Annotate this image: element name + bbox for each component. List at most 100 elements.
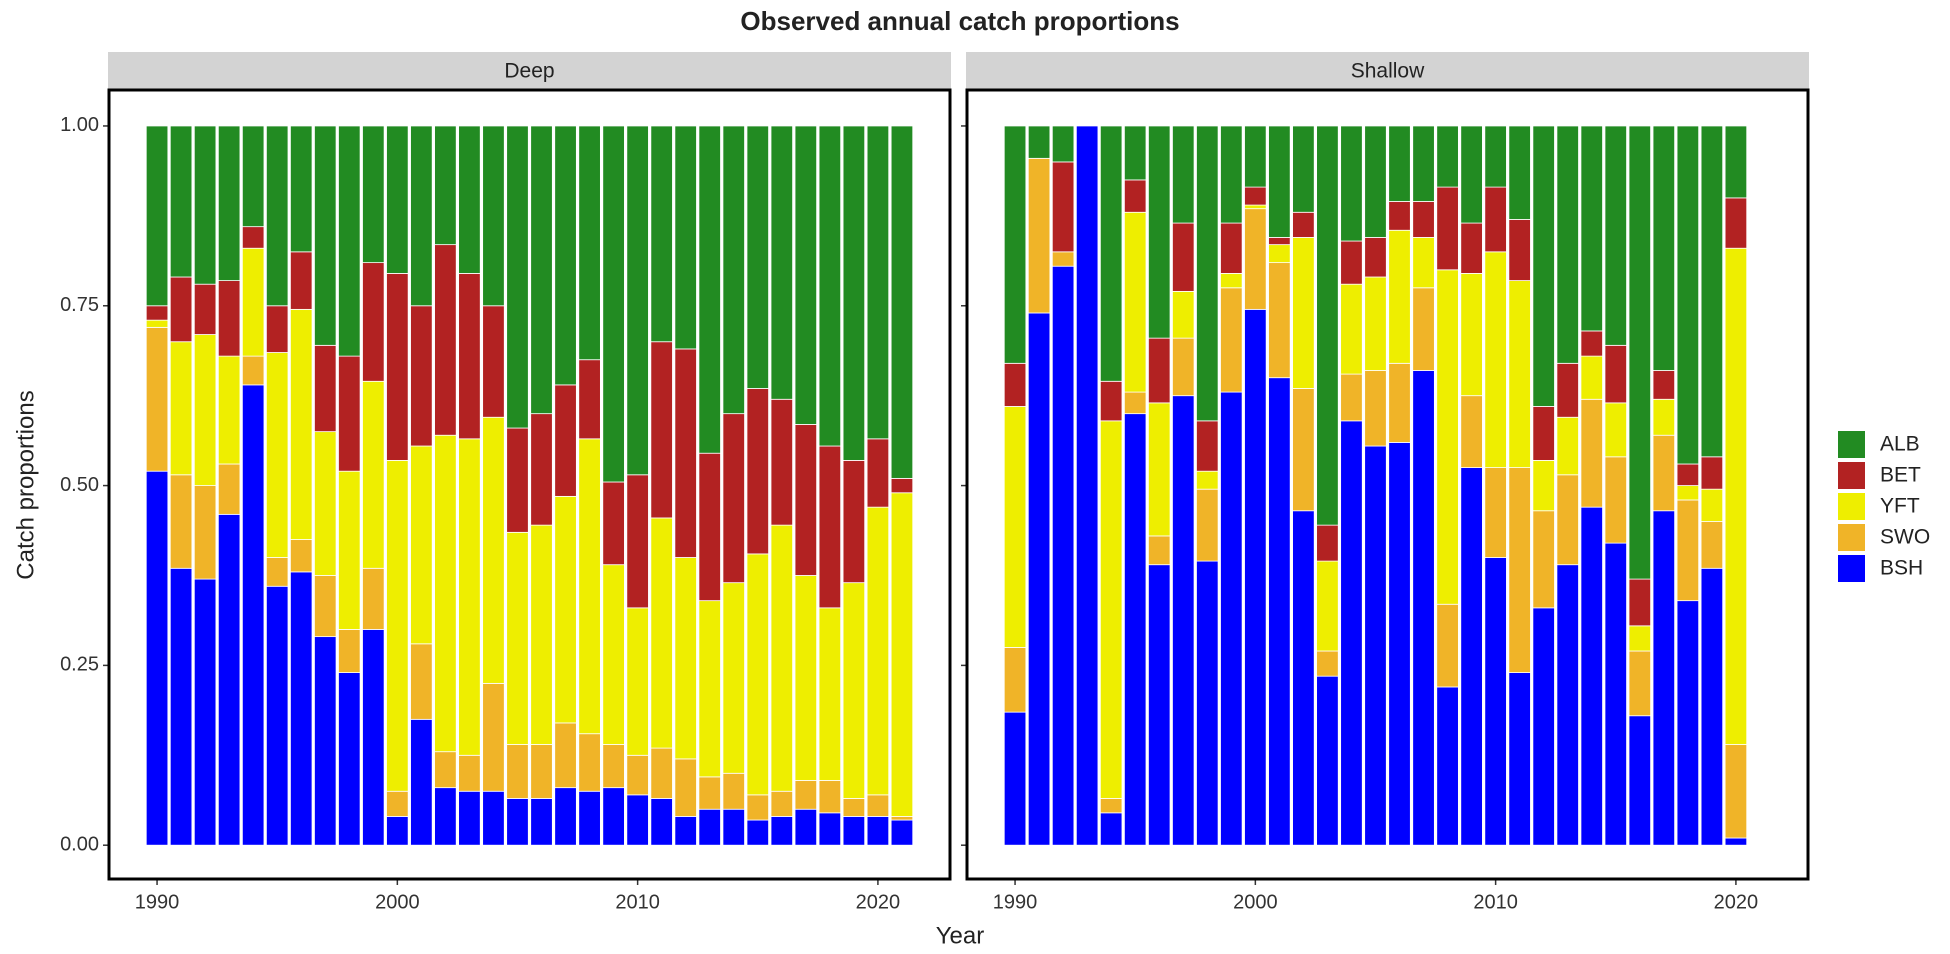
bar-segment [145, 470, 169, 846]
bar-segment [1436, 125, 1459, 188]
bar-segment [1532, 406, 1555, 461]
bar-segment [362, 629, 385, 846]
legend-label: YFT [1880, 495, 1920, 518]
bar-segment [1340, 283, 1363, 375]
bar-segment [482, 305, 505, 418]
bar-segment [1340, 125, 1363, 242]
bar-segment [722, 413, 745, 584]
bar-segment [1508, 280, 1531, 468]
bar-segment [265, 585, 289, 846]
bar-segment [1148, 402, 1171, 537]
y-tick-label: 0.75 [60, 294, 99, 316]
panel-border [965, 88, 1810, 881]
bar-segment [1508, 467, 1531, 673]
bar-segment [1172, 337, 1195, 397]
bar-segment [554, 125, 577, 386]
legend-key [1838, 462, 1865, 489]
bar-segment [1556, 564, 1579, 846]
bar-segment [1604, 456, 1627, 544]
bar-segment [1196, 420, 1219, 472]
bar-segment [1220, 125, 1243, 224]
bar-segment [362, 380, 385, 569]
bar-segment [1292, 388, 1315, 512]
bar-segment [578, 359, 601, 440]
bar-segment [1003, 406, 1027, 648]
legend-key [1838, 555, 1865, 582]
bar-segment [1051, 125, 1075, 163]
bar-segment [1556, 416, 1579, 476]
bar-segment [1196, 470, 1219, 490]
legend-key [1838, 524, 1865, 551]
bar-segment [1724, 125, 1748, 199]
bar-segment [1268, 262, 1291, 379]
bar-segment [1460, 395, 1483, 468]
bar-segment [1316, 524, 1339, 562]
bar-segment [674, 348, 697, 558]
bar-segment [193, 578, 217, 846]
bar-segment [866, 794, 890, 817]
bar-segment [1700, 456, 1724, 490]
bar-segment [578, 733, 601, 792]
bar-segment [458, 754, 481, 792]
bar-segment [530, 413, 553, 526]
bar-segment [265, 125, 289, 307]
bar-segment [482, 790, 505, 846]
bar-segment [1364, 237, 1387, 278]
bar-segment [434, 787, 457, 846]
bar-segment [1652, 398, 1676, 436]
bar-segment [265, 305, 289, 353]
bar-segment [241, 226, 265, 249]
bar-segment [338, 672, 361, 846]
bar-segment [1388, 442, 1411, 846]
bar-segment [145, 326, 169, 472]
bar-segment [217, 355, 241, 465]
bar-segment [1244, 186, 1267, 206]
bar-segment [794, 424, 818, 576]
bar-segment [1003, 362, 1027, 407]
bar-segment [770, 524, 794, 792]
bar-segment [386, 460, 409, 792]
bar-segment [1388, 125, 1411, 202]
bar-segment [818, 812, 842, 846]
bar-segment [1268, 377, 1291, 846]
bar-segment [1027, 125, 1051, 159]
panel-border [107, 88, 952, 881]
strip [966, 52, 1809, 90]
bar-segment [1148, 337, 1171, 404]
bar-segment [386, 125, 409, 274]
y-tick-label: 0.50 [60, 474, 99, 496]
bar-segment [650, 125, 673, 343]
bar-segment [866, 506, 890, 796]
bar-segment [1580, 398, 1603, 508]
bar-segment [434, 751, 457, 789]
bar-segment [1364, 370, 1387, 447]
bar-segment [1436, 686, 1459, 846]
bar-segment [1484, 251, 1507, 468]
bar-segment [1172, 290, 1195, 339]
bar-segment [290, 125, 313, 253]
bar-segment [578, 125, 601, 361]
bar-segment [890, 816, 914, 821]
bar-segment [890, 819, 914, 846]
legend-key [1838, 493, 1865, 520]
bar-segment [1172, 395, 1195, 846]
bar-segment [1123, 125, 1147, 181]
x-tick-label: 1990 [993, 891, 1038, 913]
bar-segment [338, 125, 361, 357]
bar-segment [722, 808, 745, 846]
bar-segment [193, 283, 217, 335]
bar-segment [842, 816, 866, 846]
bar-segment [241, 384, 265, 846]
bar-segment [386, 790, 409, 817]
bar-segment [1700, 488, 1724, 522]
bar-segment [1388, 201, 1411, 231]
bar-segment [866, 125, 890, 440]
bar-segment [698, 125, 721, 454]
bar-segment [217, 463, 241, 515]
bar-segment [362, 125, 385, 264]
bar-segment [794, 780, 818, 810]
bar-segment [1244, 125, 1267, 188]
bar-segment [1628, 578, 1652, 627]
bar-segment [145, 125, 169, 307]
